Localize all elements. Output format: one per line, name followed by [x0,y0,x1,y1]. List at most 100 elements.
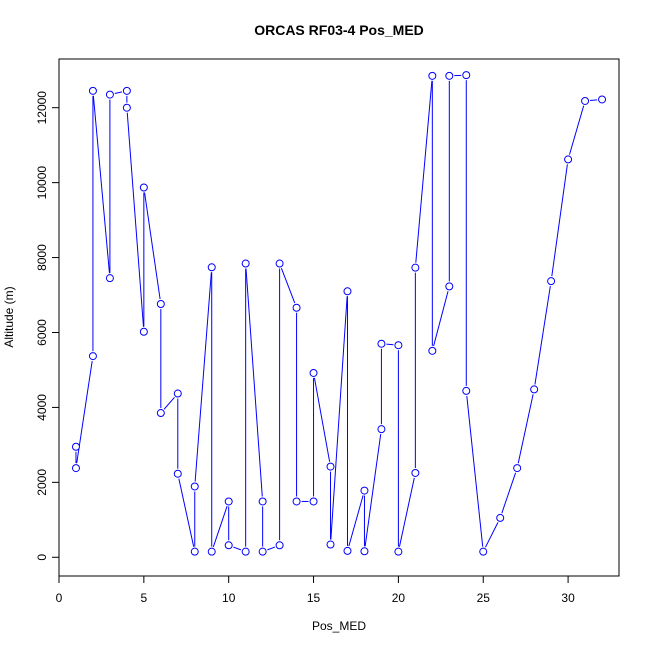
x-axis: 0 5 10 15 20 25 30 [56,575,575,605]
data-point [275,259,284,268]
data-point [258,497,267,506]
data-point [377,339,386,348]
data-point [71,442,80,451]
series-segment [267,546,276,551]
data-point [496,513,505,522]
data-point [513,464,522,473]
series-segment [163,396,175,410]
data-point [309,368,318,377]
data-point [462,386,471,395]
series-segment [398,477,415,547]
series-segment [348,495,364,547]
series-segment [433,291,449,347]
series-segment [144,192,161,300]
data-point [156,409,165,418]
data-point [377,425,386,434]
series-segment [466,395,484,547]
data-point [173,469,182,478]
series-segment [245,268,263,497]
data-point [462,71,471,80]
series-segment [114,91,123,95]
y-tick-label: 10000 [35,166,49,200]
series-segment [551,164,568,277]
series-segment [415,80,433,263]
data-point [428,346,437,355]
series-segment [313,377,331,462]
data-point [530,385,539,394]
data-point [122,103,131,112]
series-segment [92,95,110,274]
series-segment [485,522,499,548]
x-tick-label: 20 [392,591,406,605]
data-point [598,95,607,104]
data-point [258,547,267,556]
series-segment [517,394,534,464]
data-point [292,303,301,312]
data-point [292,497,301,506]
series-segment [178,478,195,547]
x-axis-label: Pos_MED [312,619,366,633]
data-point [241,547,250,556]
series-segment [386,343,394,346]
x-tick-label: 25 [477,591,491,605]
data-point [564,155,573,164]
series-segment [212,506,228,548]
series-segment [569,105,585,155]
data-point [105,90,114,99]
data-point [411,263,420,272]
x-tick-label: 30 [561,591,575,605]
data-point [207,547,216,556]
y-tick-label: 8000 [35,244,49,271]
series-segment [589,99,598,102]
data-point [275,541,284,550]
y-axis-label: Altitude (m) [2,286,16,347]
data-point [139,183,148,192]
y-tick-label: 4000 [35,394,49,421]
series-segment [534,286,551,385]
x-tick-label: 0 [56,591,63,605]
data-point [445,71,454,80]
data-point [105,274,114,283]
data-point [173,389,182,398]
series-segment [501,472,517,514]
y-tick-label: 2000 [35,469,49,496]
data-point [445,282,454,291]
data-point [88,86,97,95]
data-point [190,547,199,556]
series-segment [364,434,382,547]
x-tick-label: 15 [307,591,321,605]
x-tick-label: 10 [222,591,236,605]
data-point [547,277,556,286]
data-point [428,71,437,80]
y-tick-label: 6000 [35,319,49,346]
series-segment [330,296,348,540]
data-point [190,482,199,491]
y-axis: 0 2000 4000 6000 8000 10000 12000 [35,91,60,561]
chart-title: ORCAS RF03-4 Pos_MED [254,22,424,38]
data-point [343,546,352,555]
data-point [156,300,165,309]
data-point [326,462,335,471]
data-point [394,547,403,556]
data-point [360,547,369,556]
data-point [139,327,148,336]
data-series [71,71,607,556]
data-point [581,96,590,105]
data-point [241,259,250,268]
series-segment [194,272,212,482]
data-point [71,464,80,473]
data-point [479,547,488,556]
data-point [360,486,369,495]
data-point [394,341,403,350]
data-point [309,497,318,506]
data-point [224,497,233,506]
y-tick-label: 12000 [35,91,49,125]
data-point [224,541,233,550]
data-point [326,540,335,549]
series-segment [126,112,144,327]
data-point [411,468,420,477]
data-point [122,86,131,95]
data-point [207,263,216,272]
data-point [343,287,352,296]
